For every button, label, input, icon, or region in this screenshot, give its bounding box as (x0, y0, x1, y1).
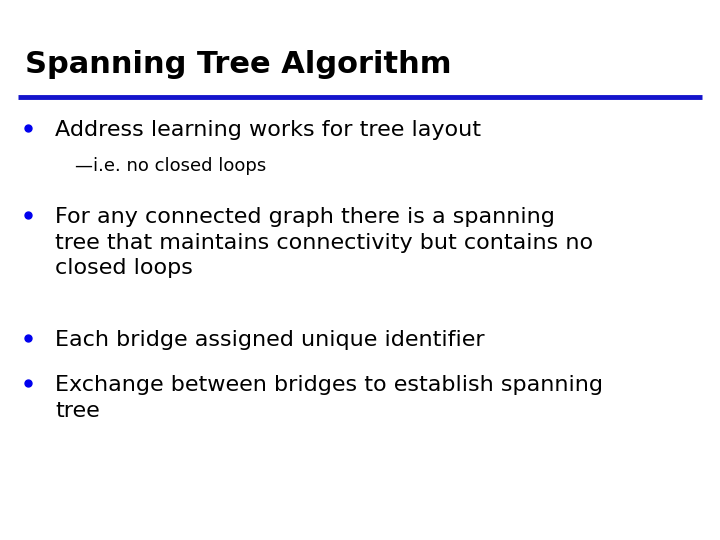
Text: Address learning works for tree layout: Address learning works for tree layout (55, 120, 481, 140)
Text: For any connected graph there is a spanning
tree that maintains connectivity but: For any connected graph there is a spann… (55, 207, 593, 278)
Text: Each bridge assigned unique identifier: Each bridge assigned unique identifier (55, 330, 485, 350)
Text: Spanning Tree Algorithm: Spanning Tree Algorithm (25, 50, 451, 79)
Text: Exchange between bridges to establish spanning
tree: Exchange between bridges to establish sp… (55, 375, 603, 421)
Text: —i.e. no closed loops: —i.e. no closed loops (75, 157, 266, 175)
